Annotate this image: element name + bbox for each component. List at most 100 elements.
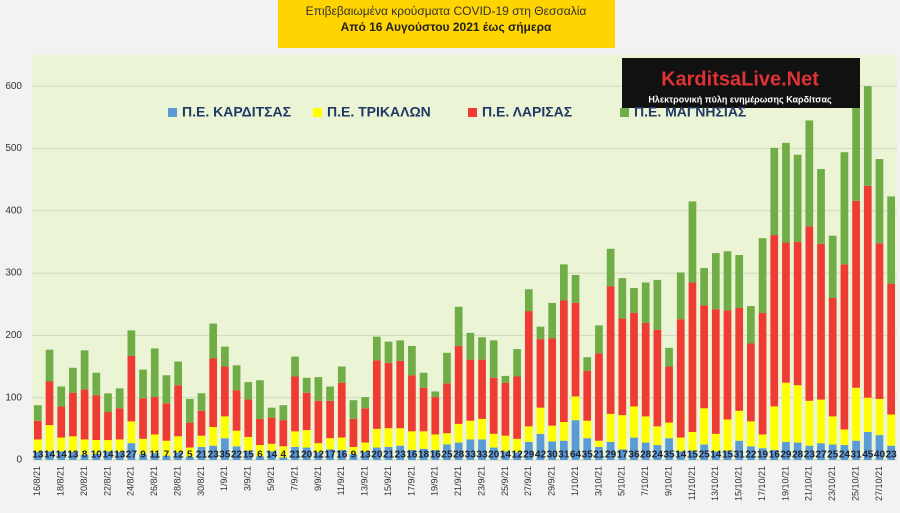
x-tick-label: 13/10/21 [710,466,720,501]
data-label: 31 [558,450,570,461]
bar-segment [489,447,498,460]
data-label: 7 [164,450,170,461]
bar-segment [291,356,299,377]
bar-segment [840,445,849,460]
data-label: 64 [570,450,582,461]
bar-segment [828,444,837,460]
data-label: 20 [371,450,383,461]
y-tick-label: 400 [5,205,22,216]
bar-segment [69,392,77,437]
bar-segment [349,400,358,419]
bar-segment [372,428,381,448]
bar-segment [571,302,580,397]
bar-segment [735,255,744,308]
x-tick-label: 15/10/21 [734,466,744,501]
bar-segment [560,440,568,460]
x-tick-label: 22/8/21 [102,466,112,496]
bar-segment [560,300,568,422]
bar-segment [501,451,510,460]
x-tick-label: 23/10/21 [827,466,837,501]
bar-segment [583,438,592,460]
logo-box [622,58,860,108]
x-tick-label: 21/10/21 [804,466,814,501]
bar-segment [840,264,849,430]
bar-segment [431,450,440,460]
x-tick-label: 7/9/21 [289,466,299,491]
bar-segment [419,448,428,460]
bar-segment [852,200,860,388]
bar-segment [653,329,662,427]
bar-segment [571,396,580,421]
data-label: 19 [757,450,769,461]
logo-name: KarditsaLive.Net [661,68,819,90]
bar-segment [302,430,311,448]
bar-segment [793,385,802,443]
bar-segment [700,305,708,409]
bar-segment [606,286,615,414]
bar-segment [408,431,416,451]
bar-segment [162,455,171,460]
bar-segment [57,406,66,438]
bar-segment [69,451,77,460]
data-label: 35 [663,450,675,461]
bar-segment [618,415,627,450]
data-label: 17 [617,450,629,461]
bar-segment [478,439,486,460]
bar-segment [431,397,440,435]
bar-segment [887,283,896,415]
data-label: 13 [67,450,79,461]
bar-segment [747,343,755,422]
legend-label: Π.Ε. ΜΑΓΝΗΣΙΑΣ [634,104,746,120]
bar-segment [314,377,323,401]
data-label: 20 [301,450,313,461]
bar-segment [887,445,896,460]
bar-segment [115,439,124,452]
data-label: 18 [418,450,430,461]
data-label: 25 [827,450,839,461]
bar-segment [302,447,311,460]
bar-segment [852,76,860,201]
bar-segment [33,420,42,440]
y-tick-label: 200 [5,330,22,341]
bar-segment [805,120,814,227]
bar-segment [244,436,253,451]
bar-segment [817,169,825,244]
bar-segment [852,387,860,441]
x-tick-label: 25/9/21 [500,466,510,496]
bar-segment [501,435,510,452]
data-label: 14 [710,450,722,461]
bar-segment [747,446,755,460]
bar-segment [793,442,802,460]
bar-segment [828,416,837,445]
bar-segment [104,440,112,452]
bar-segment [758,434,767,449]
legend-label: Π.Ε. ΚΑΡΔΙΤΣΑΣ [182,104,291,120]
x-tick-label: 27/9/21 [523,466,533,496]
bar-segment [723,310,732,420]
data-label: 24 [839,450,851,461]
bar-segment [150,434,159,454]
bar-segment [641,416,650,443]
bar-segment [536,339,545,408]
bar-segment [209,358,218,427]
bar-segment [209,445,218,460]
legend-label: Π.Ε. ΛΑΡΙΣΑΣ [482,104,572,120]
x-tick-label: 5/10/21 [617,466,627,496]
bar-segment [431,434,440,451]
bar-segment [665,347,673,367]
bar-segment [454,345,463,424]
bar-segment [209,323,218,359]
bar-segment [782,382,790,442]
data-label: 21 [383,450,395,461]
x-tick-label: 30/8/21 [196,466,206,496]
bar-segment [326,438,334,450]
bar-segment [454,306,463,346]
x-tick-label: 24/8/21 [126,466,136,496]
data-label: 29 [605,450,617,461]
bar-segment [150,453,159,460]
data-label: 16 [336,450,348,461]
data-label: 20 [488,450,500,461]
bar-segment [641,442,650,460]
data-label: 14 [500,450,512,461]
